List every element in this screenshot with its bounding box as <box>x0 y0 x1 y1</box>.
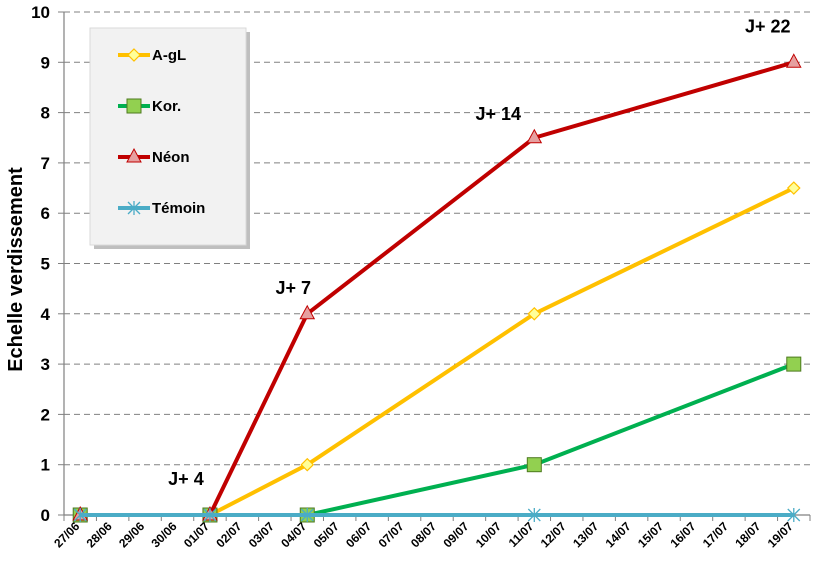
x-tick-label: 03/07 <box>246 519 277 550</box>
y-tick-label: 8 <box>41 104 50 123</box>
series-kor <box>72 356 802 523</box>
legend-marker <box>126 147 142 163</box>
x-tick-label: 06/07 <box>343 519 374 550</box>
y-axis-label: Echelle verdissement <box>5 167 27 372</box>
y-tick-label: 0 <box>41 506 50 525</box>
data-point-a-gl <box>527 306 542 321</box>
y-tick-labels: 0 1 2 3 4 5 6 7 8 9 10 <box>31 3 50 525</box>
annotation-label: J+ 14 <box>476 104 522 124</box>
legend-label: Témoin <box>152 200 205 217</box>
y-tick-label: 10 <box>31 3 50 22</box>
data-point-a-gl <box>786 181 801 195</box>
y-tick-label: 2 <box>41 405 50 424</box>
x-tick-label: 17/07 <box>700 519 731 550</box>
x-tick-label: 19/07 <box>765 519 796 550</box>
y-tick-label: 5 <box>41 255 50 274</box>
x-tick-label: 02/07 <box>213 519 244 550</box>
legend-items: A-gL Kor. Néon Témoin <box>118 47 205 217</box>
legend-marker <box>127 201 141 215</box>
x-tick-label: 04/07 <box>278 519 309 550</box>
data-point-a-gl <box>300 457 315 472</box>
y-tick-label: 9 <box>41 53 50 72</box>
x-tick-label: 18/07 <box>732 519 763 550</box>
x-tick-label: 15/07 <box>635 519 666 550</box>
data-point-t-moin <box>203 508 217 522</box>
x-tick-label: 29/06 <box>116 519 147 550</box>
data-point-kor <box>526 457 542 473</box>
x-tick-label: 14/07 <box>603 519 634 550</box>
x-tick-label: 16/07 <box>667 519 698 550</box>
data-point-t-moin <box>73 508 87 522</box>
data-point-t-moin <box>787 508 801 522</box>
x-tick-label: 30/06 <box>149 519 180 550</box>
y-tick-label: 1 <box>41 456 50 475</box>
data-point-n-on <box>526 128 543 144</box>
data-point-n-on <box>785 53 802 68</box>
legend-item-n-on: Néon <box>118 147 190 166</box>
y-tick-label: 3 <box>41 355 50 374</box>
y-tick-label: 6 <box>41 204 50 223</box>
legend-item-a-gl: A-gL <box>118 47 186 64</box>
x-tick-label: 28/06 <box>84 519 115 550</box>
legend-marker <box>126 98 142 114</box>
legend-box <box>89 27 247 246</box>
x-tick-label: 09/07 <box>440 519 471 550</box>
legend-marker <box>127 48 141 62</box>
x-tick-label: 27/06 <box>51 519 82 550</box>
x-tick-label: 11/07 <box>506 519 537 550</box>
annotation-label: J+ 22 <box>745 16 791 36</box>
x-tick-label: 13/07 <box>570 519 601 550</box>
x-tick-label: 01/07 <box>181 519 212 550</box>
annotations: J+ 4 J+ 7 J+ 14 J+ 22 <box>168 16 790 489</box>
y-tick-label: 7 <box>41 154 50 173</box>
data-point-t-moin <box>300 508 314 522</box>
x-tick-label: 10/07 <box>473 519 504 550</box>
annotation-label: J+ 4 <box>168 469 204 489</box>
x-tick-label: 05/07 <box>311 519 342 550</box>
series-lines <box>72 53 802 523</box>
legend-item-kor: Kor. <box>118 98 181 115</box>
series-line-kor <box>80 362 795 517</box>
y-tick-label: 4 <box>41 305 51 324</box>
x-tick-labels: 27/06 28/06 29/06 30/06 01/07 02/07 03/07 04/07… <box>51 519 796 550</box>
data-point-n-on <box>299 304 316 320</box>
x-tick-label: 07/07 <box>376 519 407 550</box>
legend: A-gL Kor. Néon Témoin <box>89 27 250 249</box>
x-tick-label: 08/07 <box>408 519 439 550</box>
annotation-label: J+ 7 <box>275 278 311 298</box>
legend-item-t-moin: Témoin <box>118 200 205 217</box>
legend-label: A-gL <box>152 47 186 64</box>
series-t-moin <box>73 508 801 522</box>
x-tick-label: 12/07 <box>538 519 569 550</box>
data-point-t-moin <box>527 508 541 522</box>
legend-label: Néon <box>152 149 190 166</box>
legend-label: Kor. <box>152 98 181 115</box>
data-point-kor <box>786 356 802 372</box>
